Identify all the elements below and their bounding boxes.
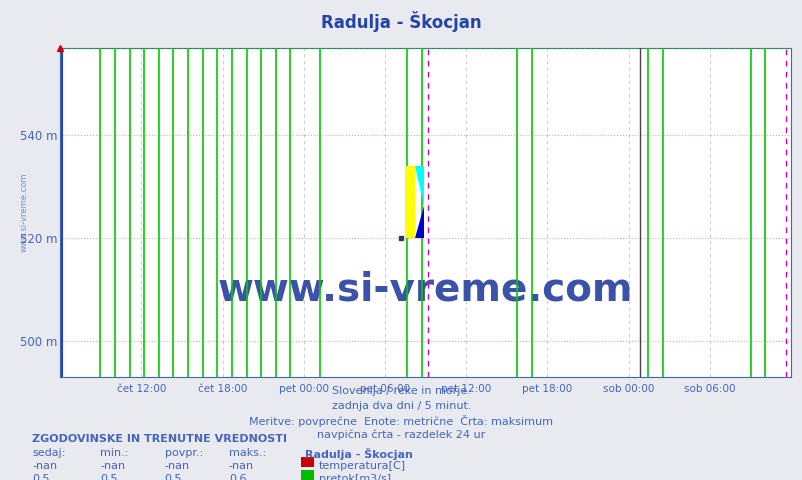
Text: -nan: -nan [100,461,125,471]
Text: -nan: -nan [32,461,57,471]
Text: 0,5: 0,5 [32,474,50,480]
Text: 0,5: 0,5 [100,474,118,480]
Polygon shape [414,166,423,206]
Text: temperatura[C]: temperatura[C] [318,461,405,471]
Text: www.si-vreme.com: www.si-vreme.com [217,270,633,309]
Text: 0,6: 0,6 [229,474,246,480]
Polygon shape [414,206,423,238]
Text: -nan: -nan [164,461,189,471]
Text: navpična črta - razdelek 24 ur: navpična črta - razdelek 24 ur [317,430,485,440]
Text: Radulja - Škocjan: Radulja - Škocjan [305,448,412,460]
Bar [405,166,414,238]
Text: Radulja - Škocjan: Radulja - Škocjan [321,11,481,32]
Text: min.:: min.: [100,448,128,458]
Text: Meritve: povprečne  Enote: metrične  Črta: maksimum: Meritve: povprečne Enote: metrične Črta:… [249,415,553,427]
Text: www.si-vreme.com: www.si-vreme.com [19,173,28,252]
Text: pretok[m3/s]: pretok[m3/s] [318,474,391,480]
Text: -nan: -nan [229,461,253,471]
Text: ZGODOVINSKE IN TRENUTNE VREDNOSTI: ZGODOVINSKE IN TRENUTNE VREDNOSTI [32,434,287,444]
Text: zadnja dva dni / 5 minut.: zadnja dva dni / 5 minut. [331,401,471,411]
Text: 0,5: 0,5 [164,474,182,480]
Text: sedaj:: sedaj: [32,448,66,458]
Text: Slovenija / reke in morje.: Slovenija / reke in morje. [332,386,470,396]
Text: maks.:: maks.: [229,448,265,458]
Text: povpr.:: povpr.: [164,448,203,458]
